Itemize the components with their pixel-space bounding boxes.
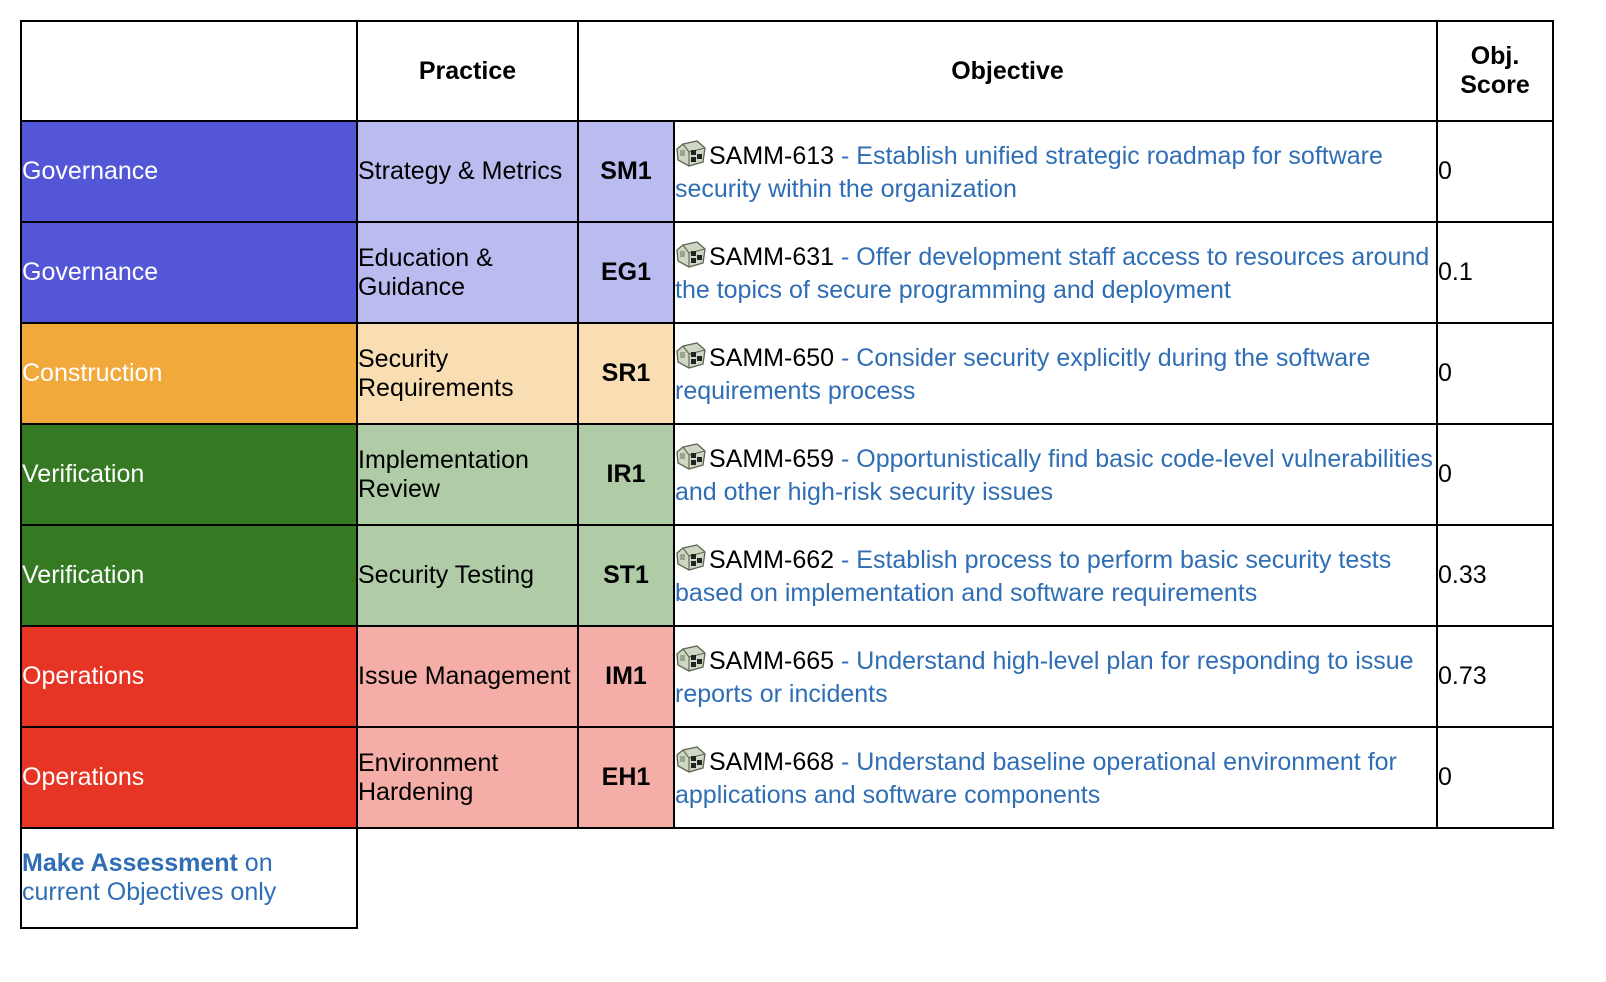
business-function-cell: Operations xyxy=(20,625,358,728)
business-function-cell: Governance xyxy=(20,120,358,223)
practice-code-cell: EH1 xyxy=(577,726,675,829)
objective-link[interactable]: - Understand high-level plan for respond… xyxy=(675,646,1414,708)
business-function-cell: Verification xyxy=(20,524,358,627)
samm-objectives-table: Practice Objective Obj. Score Governance… xyxy=(20,20,1554,929)
score-cell: 0 xyxy=(1436,120,1554,223)
objective-link[interactable]: - Consider security explicitly during th… xyxy=(675,343,1371,405)
header-score: Obj. Score xyxy=(1436,20,1554,122)
score-cell: 0 xyxy=(1436,322,1554,425)
practice-cell: Environment Hardening xyxy=(356,726,579,829)
practice-cell: Issue Management xyxy=(356,625,579,728)
table-row: Verification Implementation Review IR1 S… xyxy=(20,423,1554,526)
objective-link[interactable]: - Understand baseline operational enviro… xyxy=(675,747,1397,809)
table-row: Construction Security Requirements SR1 S… xyxy=(20,322,1554,425)
table-row: Governance Strategy & Metrics SM1 SAMM-6… xyxy=(20,120,1554,223)
footer-spacer xyxy=(357,828,1553,928)
practice-cell: Strategy & Metrics xyxy=(356,120,579,223)
practice-code-cell: IM1 xyxy=(577,625,675,728)
practice-code-cell: SR1 xyxy=(577,322,675,425)
issue-key-link[interactable]: SAMM-665 xyxy=(709,646,835,675)
objective-cell: SAMM-665 - Understand high-level plan fo… xyxy=(673,625,1438,728)
header-function xyxy=(20,20,358,122)
jira-issue-icon xyxy=(675,341,707,377)
table-row: Operations Issue Management IM1 SAMM-665… xyxy=(20,625,1554,728)
business-function-cell: Governance xyxy=(20,221,358,324)
practice-cell: Security Requirements xyxy=(356,322,579,425)
header-row: Practice Objective Obj. Score xyxy=(20,20,1554,122)
business-function-cell: Construction xyxy=(20,322,358,425)
jira-issue-icon xyxy=(675,543,707,579)
jira-issue-icon xyxy=(675,745,707,781)
score-cell: 0 xyxy=(1436,423,1554,526)
jira-issue-icon xyxy=(675,644,707,680)
table-row: Verification Security Testing ST1 SAMM-6… xyxy=(20,524,1554,627)
practice-cell: Security Testing xyxy=(356,524,579,627)
objective-cell: SAMM-613 - Establish unified strategic r… xyxy=(673,120,1438,223)
jira-issue-icon xyxy=(675,139,707,175)
objective-link[interactable]: - Offer development staff access to reso… xyxy=(675,242,1430,304)
score-cell: 0.73 xyxy=(1436,625,1554,728)
practice-cell: Education & Guidance xyxy=(356,221,579,324)
issue-key-link[interactable]: SAMM-650 xyxy=(709,343,835,372)
practice-code-cell: IR1 xyxy=(577,423,675,526)
objective-cell: SAMM-668 - Understand baseline operation… xyxy=(673,726,1438,829)
objective-link[interactable]: - Establish process to perform basic sec… xyxy=(675,545,1392,607)
objective-cell: SAMM-659 - Opportunistically find basic … xyxy=(673,423,1438,526)
practice-code-cell: ST1 xyxy=(577,524,675,627)
objective-cell: SAMM-631 - Offer development staff acces… xyxy=(673,221,1438,324)
table-row: Governance Education & Guidance EG1 SAMM… xyxy=(20,221,1554,324)
header-objective: Objective xyxy=(577,20,1438,122)
assessment-note: Make Assessment on current Objectives on… xyxy=(20,827,358,929)
issue-key-link[interactable]: SAMM-631 xyxy=(709,242,835,271)
objective-link[interactable]: - Establish unified strategic roadmap fo… xyxy=(675,141,1383,203)
practice-cell: Implementation Review xyxy=(356,423,579,526)
objective-cell: SAMM-662 - Establish process to perform … xyxy=(673,524,1438,627)
practice-code-cell: SM1 xyxy=(577,120,675,223)
make-assessment-link[interactable]: Make Assessment xyxy=(22,849,238,877)
objective-cell: SAMM-650 - Consider security explicitly … xyxy=(673,322,1438,425)
business-function-cell: Operations xyxy=(20,726,358,829)
issue-key-link[interactable]: SAMM-668 xyxy=(709,747,835,776)
jira-issue-icon xyxy=(675,240,707,276)
score-cell: 0 xyxy=(1436,726,1554,829)
score-cell: 0.1 xyxy=(1436,221,1554,324)
business-function-cell: Verification xyxy=(20,423,358,526)
assessment-note-text: on current Objectives only xyxy=(22,849,277,906)
issue-key-link[interactable]: SAMM-613 xyxy=(709,141,835,170)
objective-link[interactable]: - Opportunistically find basic code-leve… xyxy=(675,444,1433,506)
footer-row: Make Assessment on current Objectives on… xyxy=(20,827,1553,929)
score-cell: 0.33 xyxy=(1436,524,1554,627)
jira-issue-icon xyxy=(675,442,707,478)
issue-key-link[interactable]: SAMM-659 xyxy=(709,444,835,473)
practice-code-cell: EG1 xyxy=(577,221,675,324)
issue-key-link[interactable]: SAMM-662 xyxy=(709,545,835,574)
table-row: Operations Environment Hardening EH1 SAM… xyxy=(20,726,1554,829)
header-practice: Practice xyxy=(356,20,579,122)
